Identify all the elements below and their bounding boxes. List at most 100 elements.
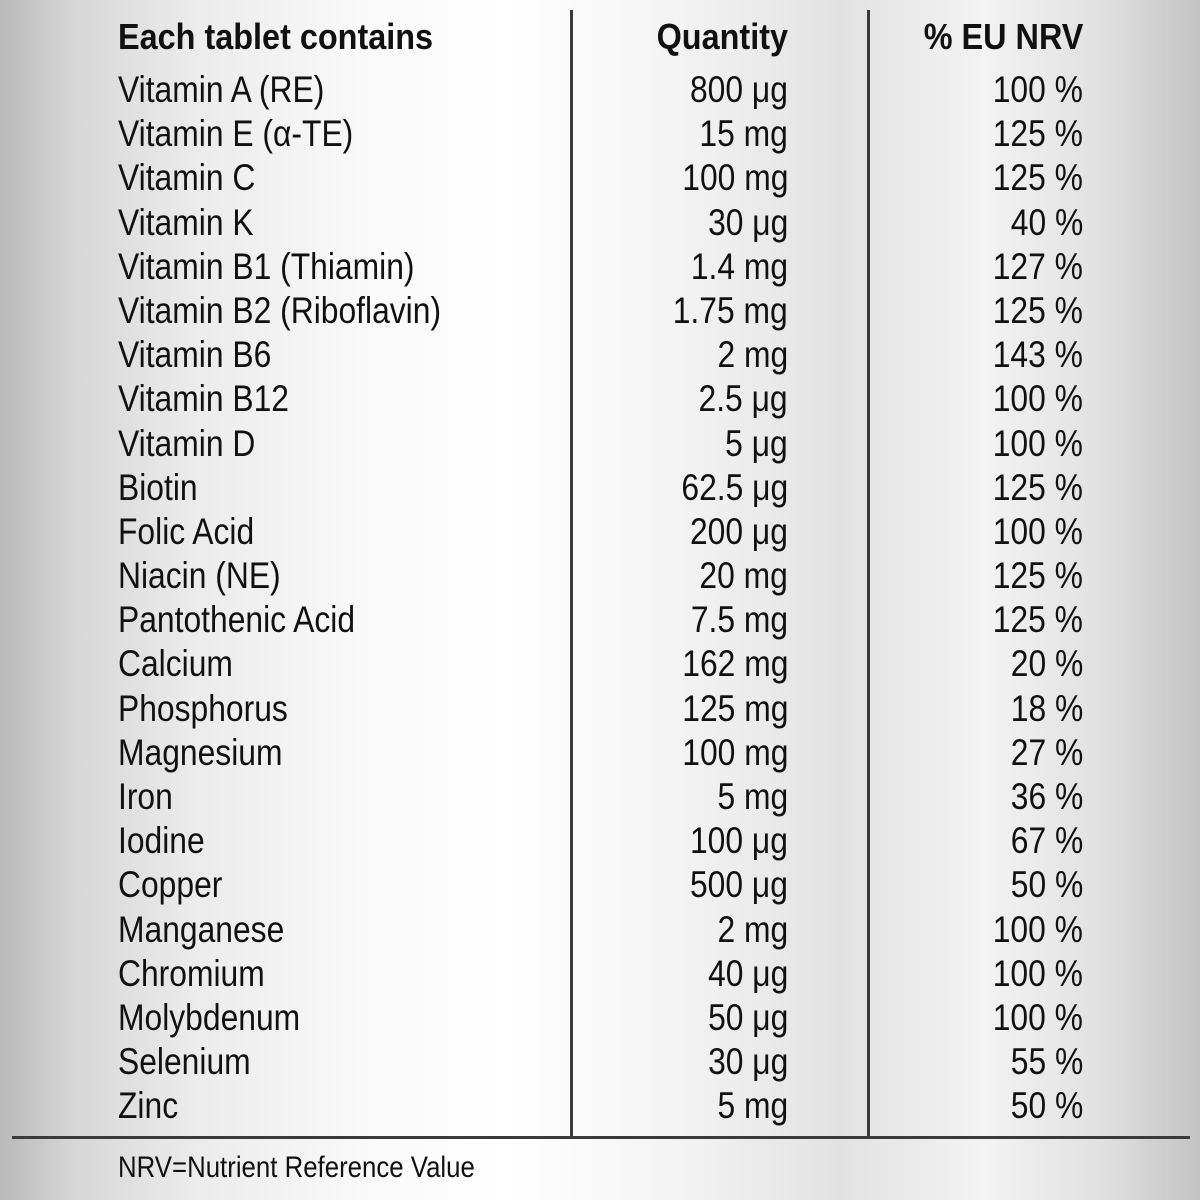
nutrient-nrv-percent: 125 % bbox=[992, 157, 1083, 199]
table-row: Vitamin A (RE) 800 μg 100 % bbox=[0, 68, 1200, 112]
nutrient-nrv-percent: 20 % bbox=[1010, 643, 1083, 685]
nutrient-quantity: 162 mg bbox=[681, 643, 788, 685]
table-body: Vitamin A (RE) 800 μg 100 % Vitamin E (α-TE… bbox=[0, 68, 1200, 1129]
nutrient-name: Zinc bbox=[118, 1085, 179, 1127]
nutrient-nrv-percent: 40 % bbox=[1010, 201, 1083, 243]
table-row: Vitamin B6 2 mg 143 % bbox=[0, 333, 1200, 377]
nutrient-name: Niacin (NE) bbox=[118, 555, 281, 597]
table-header: Each tablet contains Quantity % EU NRV bbox=[0, 14, 1200, 60]
table-row: Vitamin E (α-TE) 15 mg 125 % bbox=[0, 112, 1200, 156]
nutrient-quantity: 100 mg bbox=[681, 157, 788, 199]
table-row: Chromium 40 μg 100 % bbox=[0, 952, 1200, 996]
nutrient-name: Iodine bbox=[118, 820, 205, 862]
nutrient-quantity: 125 mg bbox=[681, 687, 788, 729]
nutrient-quantity: 15 mg bbox=[699, 113, 788, 155]
table-row: Vitamin B2 (Riboflavin) 1.75 mg 125 % bbox=[0, 289, 1200, 333]
nutrient-nrv-percent: 125 % bbox=[992, 466, 1083, 508]
nutrient-quantity: 1.75 mg bbox=[673, 289, 788, 331]
nutrient-quantity: 1.4 mg bbox=[690, 245, 788, 287]
nutrient-name: Selenium bbox=[118, 1041, 251, 1083]
nutrient-quantity: 5 mg bbox=[717, 776, 788, 817]
nutrient-nrv-percent: 50 % bbox=[1010, 1085, 1083, 1127]
nutrient-name: Iron bbox=[118, 776, 173, 817]
header-ingredient: Each tablet contains bbox=[118, 16, 434, 57]
nutrient-quantity: 40 μg bbox=[707, 952, 788, 994]
nutrient-nrv-percent: 125 % bbox=[992, 289, 1083, 331]
nutrient-name: Vitamin A (RE) bbox=[118, 69, 325, 110]
nutrient-name: Phosphorus bbox=[118, 687, 288, 729]
nutrient-name: Calcium bbox=[118, 643, 233, 685]
nutrient-quantity: 100 μg bbox=[690, 820, 788, 862]
nutrient-name: Folic Acid bbox=[118, 510, 255, 552]
table-row: Biotin 62.5 μg 125 % bbox=[0, 466, 1200, 510]
nutrient-quantity: 2 mg bbox=[717, 908, 788, 950]
nutrient-nrv-percent: 100 % bbox=[992, 952, 1083, 994]
nutrient-quantity: 2.5 μg bbox=[698, 378, 788, 420]
table-row: Vitamin D 5 μg 100 % bbox=[0, 422, 1200, 466]
column-divider-quantity bbox=[570, 10, 573, 1138]
nutrient-name: Copper bbox=[118, 864, 223, 906]
column-divider-nrv bbox=[867, 10, 870, 1138]
nutrient-nrv-percent: 50 % bbox=[1010, 864, 1083, 906]
header-nrv: % EU NRV bbox=[923, 16, 1083, 57]
nutrient-name: Vitamin B2 (Riboflavin) bbox=[118, 289, 442, 331]
nutrient-name: Vitamin B1 (Thiamin) bbox=[118, 245, 415, 287]
nutrient-nrv-percent: 127 % bbox=[992, 245, 1083, 287]
table-row: Iron 5 mg 36 % bbox=[0, 775, 1200, 819]
nutrient-quantity: 30 μg bbox=[707, 1041, 788, 1083]
nutrient-nrv-percent: 125 % bbox=[992, 555, 1083, 597]
table-row: Manganese 2 mg 100 % bbox=[0, 908, 1200, 952]
nutrient-nrv-percent: 125 % bbox=[992, 599, 1083, 641]
table-row: Copper 500 μg 50 % bbox=[0, 863, 1200, 907]
nutrient-name: Vitamin C bbox=[118, 157, 256, 199]
nutrient-quantity: 500 μg bbox=[690, 864, 788, 906]
table-row: Niacin (NE) 20 mg 125 % bbox=[0, 554, 1200, 598]
table-row: Vitamin K 30 μg 40 % bbox=[0, 201, 1200, 245]
nutrient-name: Chromium bbox=[118, 952, 265, 994]
nutrient-name: Vitamin E (α-TE) bbox=[118, 113, 354, 155]
table-bottom-rule bbox=[12, 1136, 1190, 1139]
nutrient-quantity: 2 mg bbox=[717, 334, 788, 376]
nutrient-name: Vitamin K bbox=[118, 201, 254, 243]
nutrient-name: Vitamin B12 bbox=[118, 378, 289, 420]
nutrient-name: Vitamin B6 bbox=[118, 334, 272, 376]
nutrient-quantity: 30 μg bbox=[707, 201, 788, 243]
table-row: Zinc 5 mg 50 % bbox=[0, 1084, 1200, 1128]
footnote: NRV=Nutrient Reference Value bbox=[118, 1151, 475, 1184]
table-row: Iodine 100 μg 67 % bbox=[0, 819, 1200, 863]
nutrient-nrv-percent: 18 % bbox=[1010, 687, 1083, 729]
nutrient-quantity: 7.5 mg bbox=[690, 599, 788, 641]
table-row: Molybdenum 50 μg 100 % bbox=[0, 996, 1200, 1040]
table-row: Vitamin C 100 mg 125 % bbox=[0, 156, 1200, 200]
nutrient-nrv-percent: 100 % bbox=[992, 422, 1083, 464]
table-row: Folic Acid 200 μg 100 % bbox=[0, 510, 1200, 554]
nutrient-nrv-percent: 100 % bbox=[992, 69, 1083, 110]
nutrient-nrv-percent: 125 % bbox=[992, 113, 1083, 155]
nutrient-nrv-percent: 100 % bbox=[992, 908, 1083, 950]
table-row: Vitamin B1 (Thiamin) 1.4 mg 127 % bbox=[0, 245, 1200, 289]
nutrient-quantity: 200 μg bbox=[690, 510, 788, 552]
nutrient-quantity: 5 mg bbox=[717, 1085, 788, 1127]
nutrient-nrv-percent: 67 % bbox=[1010, 820, 1083, 862]
header-quantity: Quantity bbox=[656, 16, 788, 57]
table-row: Vitamin B12 2.5 μg 100 % bbox=[0, 377, 1200, 421]
nutrient-name: Biotin bbox=[118, 466, 198, 508]
table-row: Pantothenic Acid 7.5 mg 125 % bbox=[0, 598, 1200, 642]
nutrient-nrv-percent: 100 % bbox=[992, 996, 1083, 1038]
nutrient-quantity: 5 μg bbox=[725, 422, 788, 464]
nutrient-nrv-percent: 143 % bbox=[992, 334, 1083, 376]
nutrient-name: Molybdenum bbox=[118, 996, 301, 1038]
nutrient-quantity: 100 mg bbox=[681, 731, 788, 773]
nutrient-nrv-percent: 100 % bbox=[992, 378, 1083, 420]
nutrient-name: Magnesium bbox=[118, 731, 283, 773]
nutrient-nrv-percent: 55 % bbox=[1010, 1041, 1083, 1083]
nutrient-quantity: 62.5 μg bbox=[681, 466, 788, 508]
table-row: Calcium 162 mg 20 % bbox=[0, 642, 1200, 686]
table-row: Selenium 30 μg 55 % bbox=[0, 1040, 1200, 1084]
table-row: Phosphorus 125 mg 18 % bbox=[0, 687, 1200, 731]
nutrient-nrv-percent: 100 % bbox=[992, 510, 1083, 552]
nutrient-quantity: 50 μg bbox=[707, 996, 788, 1038]
nutrient-nrv-percent: 36 % bbox=[1010, 776, 1083, 817]
nutrient-quantity: 800 μg bbox=[690, 69, 788, 110]
